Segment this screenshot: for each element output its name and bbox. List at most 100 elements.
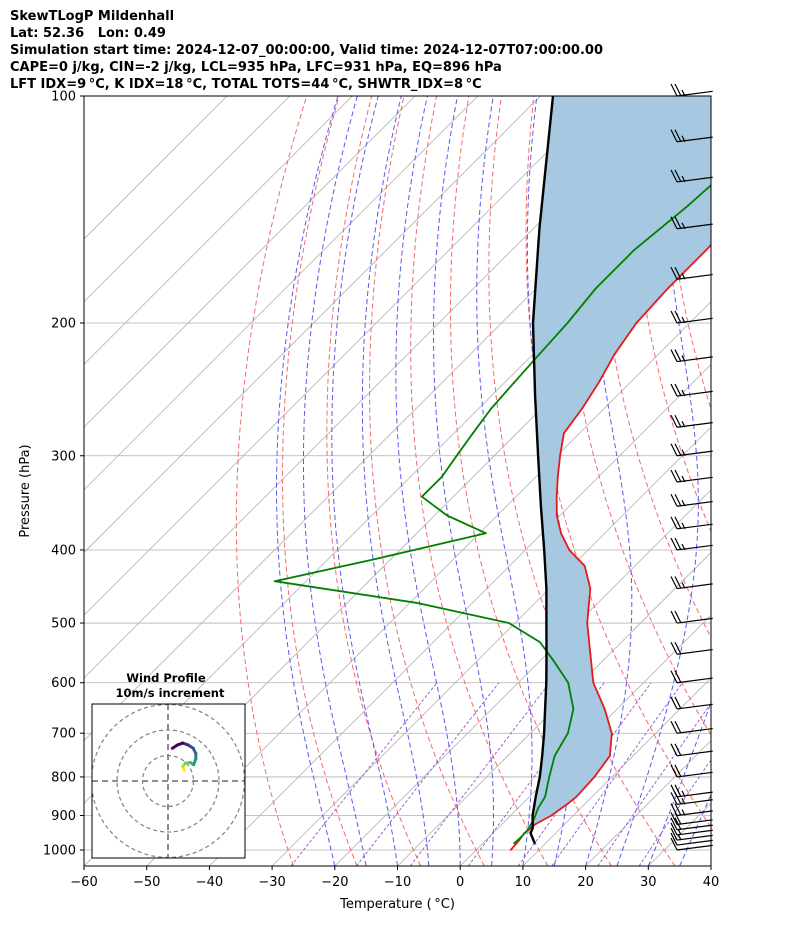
moist-adiabat — [395, 96, 461, 866]
temperature-point — [610, 732, 613, 735]
dewpoint-point — [526, 828, 529, 831]
parcel-point — [533, 842, 536, 845]
wind-barb — [670, 310, 713, 324]
parcel-point — [545, 653, 548, 656]
temperature-point — [613, 353, 616, 356]
temperature-point — [555, 514, 558, 517]
hodograph-segment — [170, 743, 180, 750]
dewpoint-point — [455, 454, 458, 457]
dewpoint-point — [273, 580, 276, 583]
dewpoint-point — [548, 776, 551, 778]
x-tick-label: −50 — [133, 875, 160, 890]
wind-barb — [670, 414, 713, 428]
dry-adiabat — [663, 96, 711, 411]
moist-adiabat — [647, 700, 711, 866]
dry-adiabat — [369, 96, 485, 866]
moist-adiabat — [276, 96, 339, 866]
temperature-point — [603, 708, 606, 710]
wind-barb — [670, 516, 713, 530]
mixing-ratio-line — [409, 682, 551, 866]
dewpoint-point — [567, 681, 570, 684]
dewpoint-profile-line — [273, 183, 711, 845]
location-line: Lat: 52.36 Lon: 0.49 — [10, 26, 166, 41]
y-tick-label: 1000 — [43, 844, 76, 859]
isotherm-line — [84, 96, 290, 303]
inset-title: Wind Profile — [126, 671, 206, 685]
parcel-point — [545, 587, 548, 590]
parcel-point — [538, 227, 541, 230]
temperature-point — [509, 849, 512, 851]
y-tick-label: 800 — [51, 770, 76, 785]
wind-barb — [670, 641, 713, 655]
moist-adiabat — [331, 96, 398, 866]
x-tick-label: −20 — [321, 875, 348, 890]
isotherm-line — [84, 96, 667, 679]
dewpoint-point — [572, 708, 575, 710]
mixing-ratio-line — [551, 682, 683, 866]
parcel-point — [543, 732, 545, 735]
parcel-point — [538, 776, 541, 778]
x-tick-label: −40 — [196, 875, 223, 890]
wind-barb — [670, 129, 713, 143]
y-tick-label: 700 — [51, 727, 76, 742]
dewpoint-point — [520, 835, 523, 838]
dewpoint-point — [440, 476, 443, 478]
indices-line-2: LFT IDX=9 °C, K IDX=18 °C, TOTAL TOTS=44… — [10, 77, 482, 92]
dewpoint-point — [594, 287, 597, 290]
dewpoint-point — [686, 205, 689, 208]
y-axis-title: Pressure (hPa) — [18, 444, 33, 537]
temperature-point — [589, 653, 592, 656]
temperature-point — [635, 322, 638, 324]
moist-adiabat — [476, 96, 533, 866]
wind-barbs — [670, 83, 713, 851]
dewpoint-point — [552, 659, 555, 662]
x-tick-label: 30 — [640, 875, 657, 890]
wind-barb — [670, 493, 713, 507]
parcel-profile-line — [529, 96, 555, 844]
dewpoint-point — [472, 432, 474, 435]
wind-barb — [670, 803, 713, 817]
temperature-point — [705, 249, 708, 251]
dry-adiabat — [729, 96, 794, 866]
plot-area — [84, 96, 794, 866]
dewpoint-point — [567, 732, 569, 735]
temperature-point — [550, 814, 553, 817]
inset-subtitle: 10m/s increment — [116, 686, 225, 700]
wind-barb — [670, 349, 713, 363]
mixing-ratio-line — [356, 682, 500, 866]
mixing-ratio-line — [290, 682, 438, 866]
isotherm-line — [522, 677, 711, 866]
x-tick-label: −60 — [70, 875, 97, 890]
dry-adiabat — [761, 96, 794, 866]
dewpoint-point — [446, 514, 448, 517]
dewpoint-point — [378, 557, 381, 559]
wind-barb — [670, 83, 713, 97]
x-tick-label: 10 — [515, 875, 532, 890]
wind-barb — [670, 469, 713, 483]
temperature-point — [746, 205, 748, 207]
isotherm-line — [334, 489, 711, 866]
cape-cin-shading — [524, 96, 711, 834]
wind-barb — [670, 764, 713, 778]
dewpoint-point — [539, 641, 541, 643]
isotherm-line — [84, 96, 604, 616]
dewpoint-point — [507, 622, 510, 624]
wind-barb — [670, 537, 713, 551]
dewpoint-point — [553, 754, 556, 757]
temperature-point — [575, 795, 578, 798]
x-tick-label: 20 — [577, 875, 594, 890]
temperature-point — [597, 381, 600, 384]
temperature-point — [666, 287, 669, 290]
dry-adiabat — [410, 96, 549, 866]
x-axis-title: Temperature ( °C) — [339, 897, 455, 912]
y-tick-label: 900 — [51, 809, 76, 824]
temperature-point — [563, 432, 565, 435]
temperature-point — [593, 776, 596, 778]
wind-barb — [670, 670, 713, 684]
wind-barb — [670, 696, 713, 710]
parcel-point — [537, 454, 539, 457]
temperature-point — [592, 681, 595, 684]
dry-adiabat — [235, 96, 308, 866]
